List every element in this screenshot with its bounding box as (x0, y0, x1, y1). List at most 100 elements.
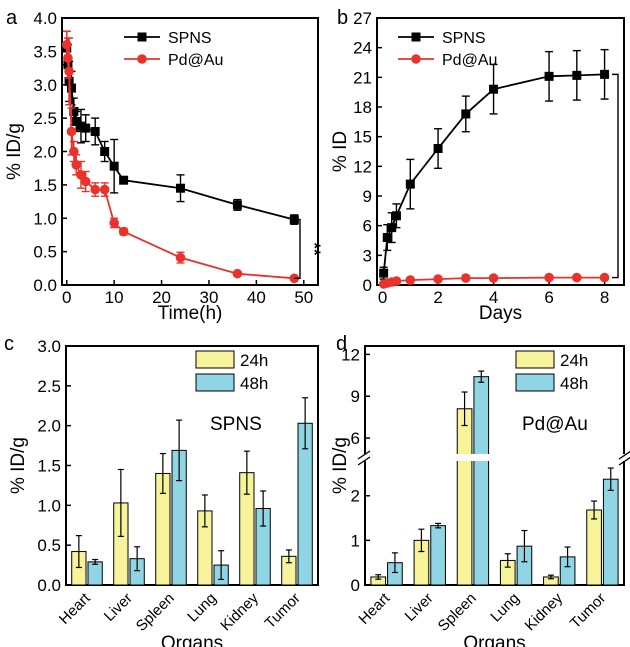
data-point (233, 269, 243, 279)
data-point (176, 184, 185, 193)
y-tick-label: 0.5 (33, 243, 57, 262)
y-tick-label: 3.0 (37, 337, 61, 356)
x-tick-label: Spleen (133, 590, 178, 635)
y-tick-label: 2.0 (37, 417, 61, 436)
legend-label: 48h (560, 374, 588, 393)
data-point (81, 177, 91, 187)
data-point (406, 180, 415, 189)
y-tick-label: 4.0 (33, 9, 57, 28)
data-point (67, 84, 76, 93)
x-tick-label: Liver (101, 590, 136, 625)
data-point (434, 144, 443, 153)
data-point (600, 273, 610, 283)
x-tick-label: 6 (544, 288, 553, 307)
y-tick-label: 2.0 (33, 143, 57, 162)
bar (457, 409, 472, 585)
y-tick-label: 1.0 (33, 209, 57, 228)
x-tick-label: Tumor (567, 590, 609, 632)
legend-swatch (516, 374, 554, 391)
y-axis-label: % ID/g (8, 437, 29, 494)
data-point (383, 233, 392, 242)
panel-label: a (6, 7, 18, 29)
data-point (62, 40, 72, 50)
data-point (433, 274, 443, 284)
plot-frame (66, 346, 318, 585)
y-tick-label: 1 (351, 531, 360, 550)
legend-label: Pd@Au (442, 52, 497, 69)
y-tick-label: 1.5 (37, 457, 61, 476)
x-tick-label: Liver (402, 590, 437, 625)
x-tick-label: Heart (355, 589, 394, 628)
panel-a-line-chart: 0.00.51.01.52.02.53.03.54.00 10 20 30 40 50Ti… (4, 7, 324, 324)
x-tick-label: Lung (184, 590, 220, 626)
significance-label: ** (623, 169, 630, 183)
y-axis-label: % ID/g (330, 437, 351, 494)
chart-annotation: Pd@Au (522, 414, 588, 435)
legend-marker (138, 33, 147, 42)
data-point (110, 162, 119, 171)
x-tick-label: 10 (105, 288, 124, 307)
data-point (176, 253, 186, 263)
data-point (63, 53, 73, 63)
y-tick-label: 0 (363, 276, 372, 295)
bar (474, 377, 489, 585)
significance-label: ** (305, 242, 324, 256)
legend-marker (411, 54, 421, 64)
legend-marker (412, 33, 421, 42)
y-tick-label: 2.5 (37, 377, 61, 396)
x-tick-label: Lung (487, 590, 523, 626)
bar (603, 479, 618, 585)
y-tick-label: 2.5 (33, 109, 57, 128)
data-point (119, 227, 129, 237)
x-tick-label: 40 (247, 288, 266, 307)
x-tick-label: 0 (62, 288, 71, 307)
y-tick-label: 18 (353, 98, 372, 117)
y-axis-label: % ID (330, 131, 351, 172)
data-point (91, 127, 100, 136)
data-point (67, 127, 77, 137)
data-point (489, 85, 498, 94)
y-tick-label: 21 (353, 68, 372, 87)
y-tick-label: 1.5 (33, 176, 57, 195)
y-tick-label: 0.0 (33, 276, 57, 295)
data-point (90, 185, 100, 195)
data-point (461, 109, 470, 118)
significance-bracket (612, 74, 618, 277)
axis-break-gap (362, 454, 627, 461)
bar (587, 510, 602, 585)
data-point (572, 273, 582, 283)
panel-c-bar-chart: 0.00.51.01.52.02.53.0% ID/gOrgansHeart Li… (4, 333, 318, 647)
panel-label: d (336, 333, 347, 355)
significance-bracket (294, 220, 300, 279)
bar (88, 562, 102, 585)
data-point (406, 275, 416, 285)
x-tick-label: Tumor (262, 590, 304, 632)
legend-swatch (516, 351, 554, 368)
y-tick-label: 24 (353, 39, 372, 58)
x-axis-label: Organs (161, 633, 223, 647)
y-axis-label: % ID/g (4, 123, 25, 180)
y-tick-label: 2 (351, 487, 360, 506)
data-point (544, 273, 554, 283)
panel-label: c (4, 333, 14, 355)
data-point (489, 273, 499, 283)
x-tick-label: Kidney (522, 589, 567, 634)
data-point (81, 124, 90, 133)
legend-swatch (196, 374, 234, 391)
x-tick-label: 0 (378, 288, 387, 307)
x-tick-label: 2 (433, 288, 442, 307)
data-point (64, 67, 74, 77)
legend-label: 48h (240, 374, 268, 393)
panel-label: b (337, 7, 348, 29)
x-tick-label: 8 (600, 288, 609, 307)
data-point (392, 211, 401, 220)
x-axis-label: Days (479, 303, 522, 324)
data-point (572, 71, 581, 80)
x-axis-label: Time(h) (158, 303, 223, 324)
y-tick-label: 12 (353, 157, 372, 176)
legend-label: SPNS (442, 30, 486, 47)
y-tick-label: 6 (351, 429, 360, 448)
y-tick-label: 3.5 (33, 42, 57, 61)
